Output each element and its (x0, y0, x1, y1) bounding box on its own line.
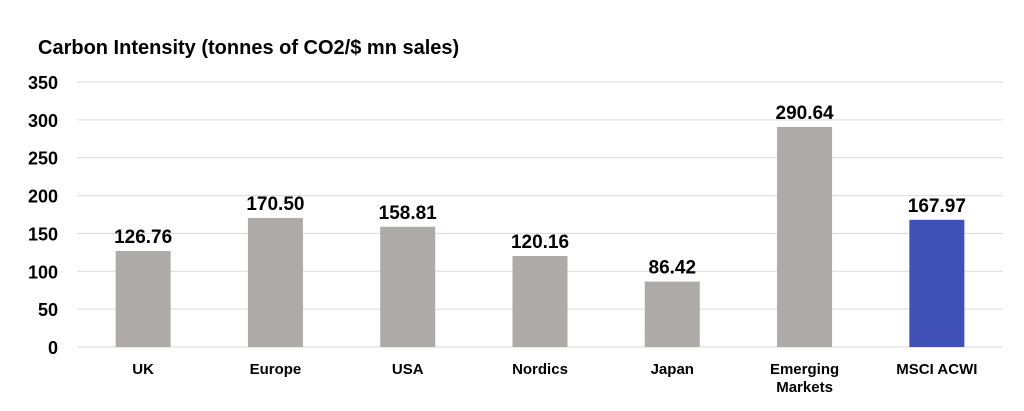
chart-title: Carbon Intensity (tonnes of CO2/$ mn sal… (38, 37, 459, 59)
x-category-label: Emerging Markets (770, 361, 839, 396)
bar (909, 219, 965, 347)
bar (777, 126, 833, 347)
x-axis-categories: UK Europe USA Nordics Japan Emerging Markets MS… (132, 361, 977, 396)
bar (644, 281, 700, 347)
bars (115, 126, 965, 347)
y-tick-label: 350 (28, 73, 58, 93)
data-label: 158.81 (379, 203, 438, 224)
x-category-label: UK (132, 361, 154, 378)
data-label: 126.76 (114, 227, 172, 248)
x-category-label: USA (392, 361, 424, 378)
x-category-label: MSCI ACWI (896, 361, 977, 378)
data-label: 86.42 (649, 258, 697, 279)
data-labels: 126.76 170.50 158.81 120.16 86.42 290.64 167.9… (114, 103, 966, 279)
y-tick-label: 200 (28, 187, 58, 207)
data-label: 120.16 (511, 232, 569, 253)
bar (380, 226, 436, 347)
bar (115, 251, 171, 347)
x-category-label: Nordics (512, 361, 568, 378)
data-label: 290.64 (776, 103, 835, 124)
y-axis-ticks: 0 50 100 150 200 250 300 350 (28, 73, 58, 358)
y-tick-label: 150 (28, 224, 58, 244)
bar (247, 217, 303, 347)
data-label: 170.50 (246, 194, 304, 215)
x-category-label: Europe (250, 361, 302, 378)
x-category-label: Japan (651, 361, 694, 378)
data-label: 167.97 (908, 196, 966, 217)
y-tick-label: 300 (28, 111, 58, 131)
y-tick-label: 0 (48, 338, 58, 358)
y-tick-label: 250 (28, 149, 58, 169)
bar (512, 256, 568, 347)
y-tick-label: 100 (28, 262, 58, 282)
y-tick-label: 50 (38, 300, 58, 320)
